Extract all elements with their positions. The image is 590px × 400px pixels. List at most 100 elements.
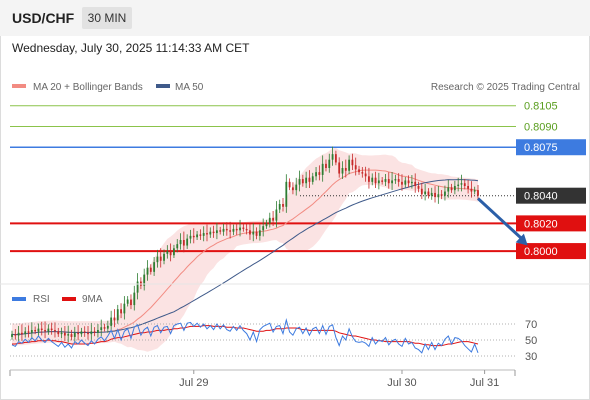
candle-up — [460, 183, 463, 185]
candle-up — [391, 180, 393, 184]
rsi-line — [11, 318, 479, 354]
candle-up — [173, 248, 175, 256]
rsi-tick-label: 70 — [525, 319, 537, 331]
pivot-level-label: 0.8075 — [524, 142, 558, 154]
candle-down — [364, 173, 367, 177]
rsi-legend-swatch — [12, 297, 26, 301]
candle-up — [239, 227, 241, 231]
candle-up — [47, 328, 50, 332]
rsi-gridlines: 70 50 30 — [10, 319, 537, 363]
candle-up — [11, 334, 13, 337]
candle-down — [245, 228, 248, 231]
credit-text: Research © 2025 Trading Central — [431, 82, 580, 93]
ma50-legend-label: MA 50 — [175, 82, 204, 93]
candle-down — [120, 309, 122, 314]
time-axis-labels: Jul 29 Jul 30 Jul 31 — [179, 370, 499, 389]
price-level-labels: 0.8105 0.8090 0.8075 0.8040 0.8020 0.8000 — [516, 101, 586, 260]
candle-down — [103, 327, 106, 329]
candle-up — [295, 184, 298, 191]
time-axis-label: Jul 30 — [387, 377, 416, 389]
ma9-legend-swatch — [62, 297, 76, 301]
candle-down — [301, 179, 304, 184]
bollinger-bands — [12, 147, 478, 352]
rsi-lines — [11, 318, 479, 354]
candle-up — [209, 231, 212, 235]
candle-up — [430, 192, 433, 196]
support-level-tag — [516, 243, 586, 260]
candle-down — [358, 169, 360, 173]
candle-up — [136, 281, 139, 293]
candle-up — [298, 179, 301, 185]
timestamp: Wednesday, July 30, 2025 11:14:33 AM CET — [12, 41, 250, 55]
candle-down — [282, 204, 284, 207]
candle-up — [222, 228, 225, 232]
candle-down — [50, 328, 53, 330]
candle-up — [156, 256, 159, 263]
currency-pair-title: USD/CHF — [12, 10, 75, 26]
rsi-legend-label: RSI — [33, 294, 50, 305]
candle-down — [77, 332, 80, 335]
candle-down — [199, 234, 202, 236]
candle-down — [440, 194, 443, 196]
candle-up — [116, 309, 119, 321]
candle-up — [275, 209, 278, 221]
candle-down — [182, 240, 185, 246]
candle-down — [212, 231, 215, 234]
candle-down — [414, 181, 417, 186]
candle-up — [143, 274, 146, 286]
candle-up — [100, 327, 103, 330]
candle-up — [265, 223, 268, 227]
time-axis-label: Jul 29 — [179, 377, 208, 389]
candle-up — [473, 190, 476, 192]
candle-up — [97, 330, 99, 333]
candle-up — [424, 191, 427, 195]
candle-down — [93, 331, 96, 333]
candle-up — [457, 184, 460, 186]
candle-down — [463, 183, 466, 186]
candle-down — [206, 233, 208, 235]
candle-up — [110, 317, 113, 326]
candle-up — [321, 163, 324, 175]
candle-down — [292, 187, 294, 191]
candle-up — [377, 180, 380, 184]
rsi-legend: RSI 9MA — [12, 294, 103, 305]
ma50-line — [11, 179, 479, 336]
candle-down — [338, 162, 341, 174]
candle-down — [130, 299, 132, 306]
candle-down — [450, 187, 453, 191]
candle-up — [153, 262, 156, 272]
candle-up — [106, 325, 109, 329]
timeframe-badge[interactable]: 30 MIN — [82, 7, 132, 29]
candle-up — [437, 194, 440, 198]
ma20-line — [11, 169, 479, 336]
candlesticks — [11, 146, 479, 343]
support-level-label: 0.8020 — [524, 218, 558, 230]
projection-arrow — [476, 197, 528, 246]
candle-up — [410, 181, 413, 184]
candle-down — [477, 190, 479, 196]
ma20-legend-label: MA 20 + Bollinger Bands — [33, 82, 143, 93]
candle-down — [381, 180, 384, 182]
candle-down — [407, 180, 410, 184]
candle-down — [34, 330, 37, 332]
pivot-level-tag — [516, 139, 586, 156]
candle-down — [249, 230, 251, 235]
candle-up — [80, 331, 83, 335]
candle-down — [318, 172, 321, 175]
candle-down — [467, 186, 469, 189]
candle-down — [397, 179, 400, 182]
candle-down — [351, 159, 354, 166]
candle-down — [54, 330, 56, 332]
rsi-tick-label: 30 — [525, 351, 537, 363]
candle-down — [235, 228, 238, 231]
candle-down — [255, 231, 258, 236]
candle-up — [189, 235, 192, 239]
resistance-level-label: 0.8090 — [524, 121, 558, 133]
candle-down — [374, 177, 377, 184]
candle-down — [417, 186, 420, 189]
candle-down — [40, 328, 43, 330]
candle-up — [384, 179, 387, 182]
candle-up — [123, 303, 126, 314]
candle-up — [179, 240, 182, 245]
